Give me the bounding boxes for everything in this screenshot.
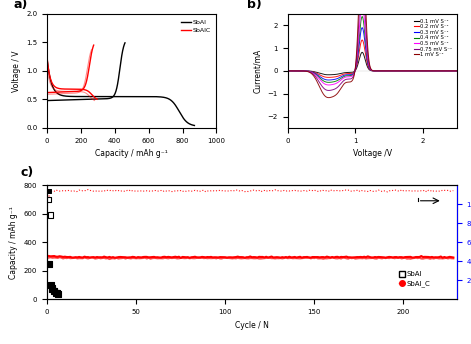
- Point: [52, 289, 60, 295]
- Point: [49, 285, 56, 291]
- Point: [47, 212, 55, 218]
- Y-axis label: Current/mA: Current/mA: [253, 49, 262, 93]
- Text: a): a): [13, 0, 28, 11]
- Point: [45, 261, 53, 266]
- Point: [50, 289, 58, 294]
- Y-axis label: Capacity / mAh g⁻¹: Capacity / mAh g⁻¹: [9, 206, 18, 279]
- Point: [50, 288, 58, 293]
- Legend: 0.1 mV S⁻¹, 0.2 mV S⁻¹, 0.3 mV S⁻¹, 0.4 mV S⁻¹, 0.5 mV S⁻¹, 0.75 mV S⁻¹, 1 mV S⁻: 0.1 mV S⁻¹, 0.2 mV S⁻¹, 0.3 mV S⁻¹, 0.4 …: [412, 17, 454, 60]
- Legend: SbAl, SbAl_C: SbAl, SbAl_C: [396, 268, 433, 290]
- Point: [54, 291, 62, 296]
- Point: [45, 197, 53, 202]
- Text: b): b): [247, 0, 262, 11]
- Legend: SbAl, SbAlC: SbAl, SbAlC: [179, 17, 213, 36]
- Point: [49, 287, 56, 292]
- X-axis label: Capacity / mAh g⁻¹: Capacity / mAh g⁻¹: [96, 149, 168, 158]
- Y-axis label: Voltage / V: Voltage / V: [12, 50, 21, 92]
- Point: [54, 290, 62, 295]
- X-axis label: Cycle / N: Cycle / N: [235, 321, 269, 330]
- Point: [47, 282, 55, 288]
- Point: [45, 188, 53, 194]
- Point: [52, 290, 60, 295]
- Text: c): c): [20, 166, 34, 179]
- X-axis label: Voltage /V: Voltage /V: [353, 149, 392, 158]
